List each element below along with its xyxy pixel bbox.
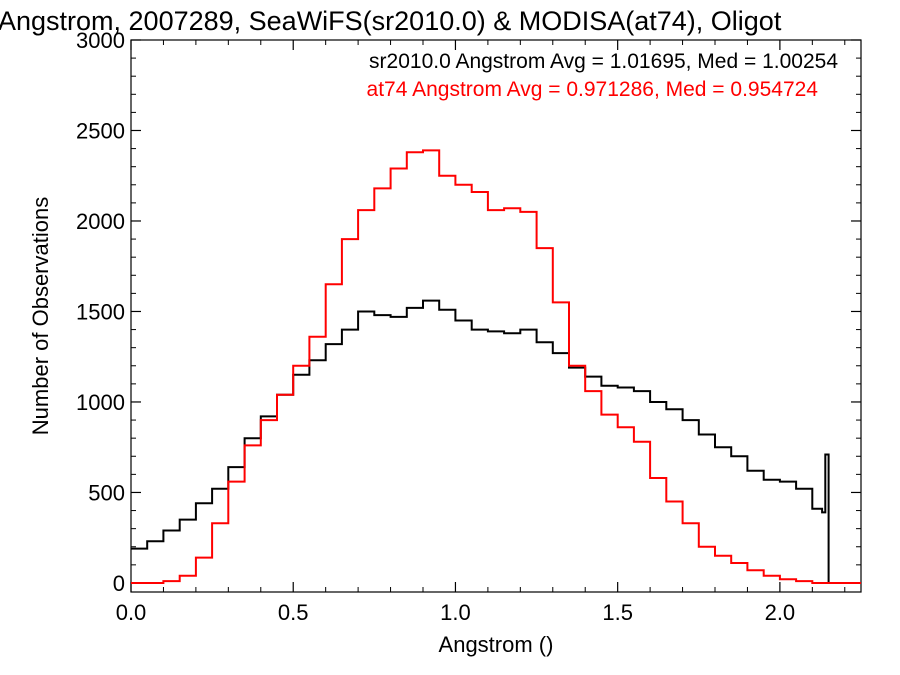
y-tick-label: 500 bbox=[88, 480, 125, 505]
series-line-sr2010-0 bbox=[131, 299, 861, 584]
y-axis-ticks: 0 500 1000 1500 2000 2500 3000 bbox=[76, 28, 861, 596]
plot-area: 0.0 0.5 1.0 1.5 2.0 0 500 1000 1500 2000 2500 3000 bbox=[76, 28, 862, 625]
x-axis-title: Angstrom () bbox=[439, 632, 554, 657]
x-axis-ticks: 0.0 0.5 1.0 1.5 2.0 bbox=[116, 40, 846, 625]
x-tick-label: 1.0 bbox=[440, 600, 471, 625]
y-tick-label: 0 bbox=[113, 571, 125, 596]
x-tick-label: 0.0 bbox=[116, 600, 147, 625]
y-tick-label: 2500 bbox=[76, 118, 125, 143]
series-layer bbox=[131, 149, 861, 584]
y-tick-label: 3000 bbox=[76, 28, 125, 53]
x-tick-label: 2.0 bbox=[765, 600, 796, 625]
y-tick-label: 1000 bbox=[76, 390, 125, 415]
y-axis-title: Number of Observations bbox=[28, 197, 53, 435]
x-tick-label: 1.5 bbox=[602, 600, 633, 625]
series-line-at74 bbox=[131, 149, 861, 584]
y-tick-label: 2000 bbox=[76, 209, 125, 234]
annotation-at74: at74 Angstrom Avg = 0.971286, Med = 0.95… bbox=[367, 78, 819, 101]
plot-frame bbox=[130, 39, 862, 593]
chart-title: Angstrom, 2007289, SeaWiFS(sr2010.0) & M… bbox=[0, 6, 782, 36]
y-tick-label: 1500 bbox=[76, 299, 125, 324]
annotation-sr2010: sr2010.0 Angstrom Avg = 1.01695, Med = 1… bbox=[369, 50, 838, 73]
x-tick-label: 0.5 bbox=[278, 600, 309, 625]
